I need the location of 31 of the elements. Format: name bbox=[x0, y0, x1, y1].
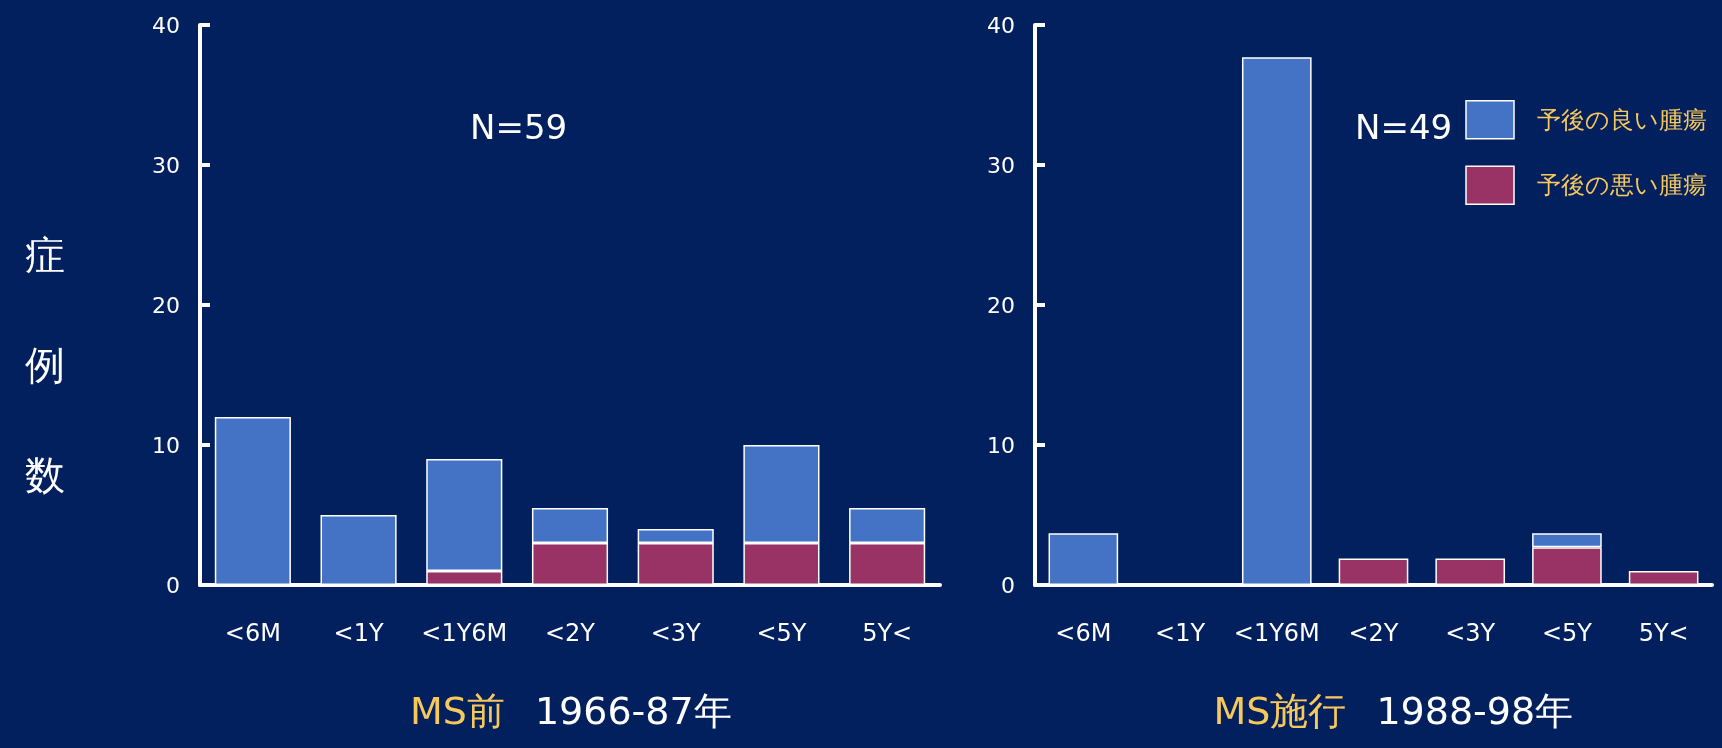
y-tick-label: 20 bbox=[987, 292, 1015, 318]
y-tick-label: 10 bbox=[987, 432, 1015, 458]
x-tick-label: <2Y bbox=[1348, 619, 1399, 647]
x-tick-label: 5Y< bbox=[862, 619, 913, 647]
x-tick-label: <1Y6M bbox=[1233, 619, 1320, 647]
y-tick-label: 40 bbox=[152, 12, 180, 38]
y-tick-label: 40 bbox=[987, 12, 1015, 38]
x-tick-label: <6M bbox=[1055, 619, 1112, 647]
text: MS前 1966-87年 bbox=[410, 689, 732, 733]
y-tick-label: 20 bbox=[152, 292, 180, 318]
x-tick-label: <2Y bbox=[544, 619, 596, 647]
annotation: N=59 bbox=[470, 107, 568, 147]
legend-label: 予後の良い腫瘍 bbox=[1537, 105, 1707, 134]
x-tick-label: <3Y bbox=[1445, 619, 1496, 647]
legend-label: 予後の悪い腫瘍 bbox=[1537, 171, 1707, 200]
x-tick-label: <5Y bbox=[1541, 619, 1593, 647]
x-tick-label: <1Y6M bbox=[421, 619, 508, 647]
y-tick-label: 30 bbox=[987, 152, 1015, 178]
y-tick-label: 0 bbox=[1001, 572, 1015, 598]
x-tick-label: <6M bbox=[224, 619, 281, 647]
y-tick-label: 10 bbox=[152, 432, 180, 458]
y-tick-label: 30 bbox=[152, 152, 180, 178]
x-tick-label: <1Y bbox=[333, 619, 384, 647]
y-tick-label: 0 bbox=[166, 572, 180, 598]
x-tick-label: <5Y bbox=[756, 619, 807, 647]
text: MS施行 1988-98年 bbox=[1213, 689, 1574, 733]
annotation: N=49 bbox=[1355, 107, 1453, 147]
x-tick-label: <1Y bbox=[1155, 619, 1206, 647]
text: 症例数 bbox=[25, 232, 65, 498]
x-tick-label: <3Y bbox=[650, 619, 702, 647]
x-tick-label: 5Y< bbox=[1638, 619, 1689, 647]
